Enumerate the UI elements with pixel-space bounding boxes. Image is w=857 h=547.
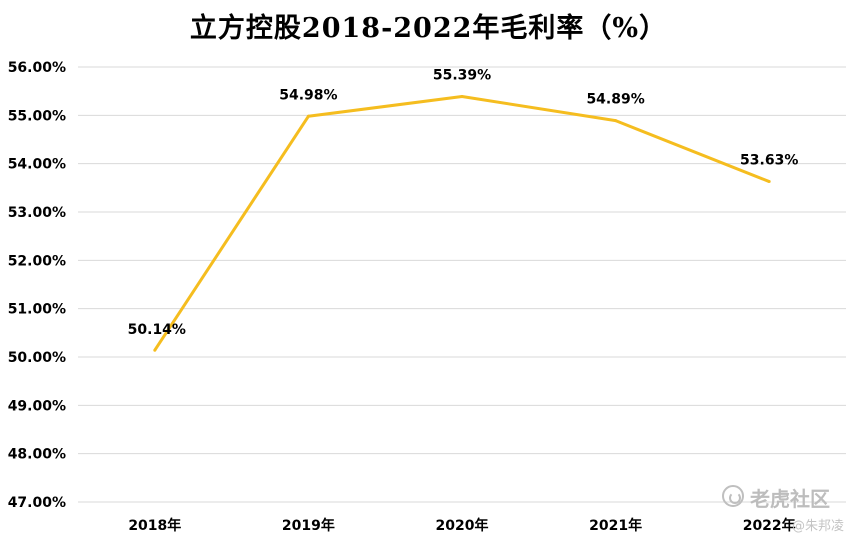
y-tick-label: 50.00% <box>8 350 66 366</box>
series-line <box>153 94 770 352</box>
chart-title: 立方控股2018-2022年毛利率（%） <box>189 13 668 44</box>
y-axis-ticks: 47.00% 48.00% 49.00% 50.00% 51.00% 52.00% 53.0… <box>8 60 66 511</box>
y-tick-label: 51.00% <box>8 302 66 318</box>
x-tick-label: 2018年 <box>128 517 181 534</box>
y-tick-label: 48.00% <box>8 447 66 463</box>
y-tick-label: 56.00% <box>8 60 66 76</box>
grid-lines <box>78 66 846 503</box>
y-tick-label: 55.00% <box>8 108 66 124</box>
data-label: 54.89% <box>586 92 644 108</box>
y-tick-label: 53.00% <box>8 205 66 221</box>
y-tick-label: 54.00% <box>8 157 66 173</box>
series-line-layer <box>153 94 771 352</box>
data-label: 55.39% <box>433 67 491 83</box>
data-labels: 50.14% 54.98% 55.39% 54.89% 53.63% <box>128 67 799 338</box>
data-label: 50.14% <box>128 322 186 338</box>
data-label: 54.98% <box>279 87 337 103</box>
data-point <box>306 114 310 118</box>
data-label: 53.63% <box>740 153 798 169</box>
x-tick-label: 2022年 <box>743 517 796 534</box>
data-point <box>153 348 157 352</box>
x-axis-ticks: 2018年 2019年 2020年 2021年 2022年 <box>128 517 795 534</box>
y-tick-label: 52.00% <box>8 253 66 269</box>
y-tick-label: 49.00% <box>8 398 66 414</box>
y-tick-label: 47.00% <box>8 495 66 511</box>
x-tick-label: 2021年 <box>589 517 642 534</box>
x-tick-label: 2019年 <box>282 517 335 534</box>
data-point <box>460 94 464 98</box>
data-point <box>614 119 618 123</box>
data-point <box>767 180 771 184</box>
x-tick-label: 2020年 <box>436 517 489 534</box>
